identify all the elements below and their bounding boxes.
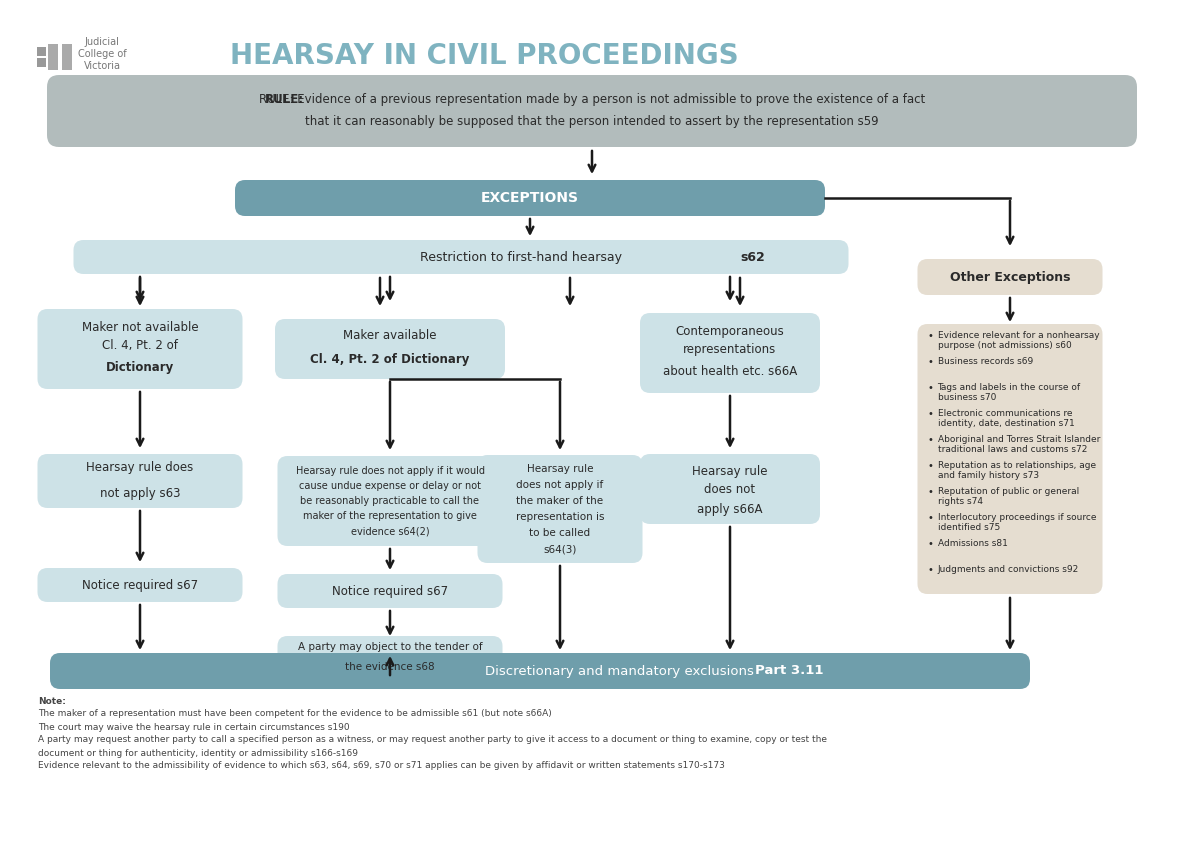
FancyBboxPatch shape bbox=[277, 636, 503, 678]
Text: apply s66A: apply s66A bbox=[697, 503, 763, 515]
Text: Admissions s81: Admissions s81 bbox=[937, 539, 1007, 548]
Bar bbox=[62, 44, 72, 70]
Text: Notice required s67: Notice required s67 bbox=[332, 584, 448, 598]
FancyBboxPatch shape bbox=[73, 240, 848, 274]
Text: Business records s69: Business records s69 bbox=[937, 357, 1033, 366]
Text: Judgments and convictions s92: Judgments and convictions s92 bbox=[937, 565, 1079, 574]
FancyBboxPatch shape bbox=[37, 568, 242, 602]
Text: Contemporaneous: Contemporaneous bbox=[676, 324, 785, 338]
Text: •: • bbox=[928, 331, 934, 341]
Text: •: • bbox=[928, 409, 934, 419]
Text: Electronic communications re
identity, date, destination s71: Electronic communications re identity, d… bbox=[937, 409, 1074, 429]
Text: Tags and labels in the course of
business s70: Tags and labels in the course of busines… bbox=[937, 383, 1081, 402]
Text: maker of the representation to give: maker of the representation to give bbox=[304, 511, 476, 521]
Text: Discretionary and mandatory exclusions: Discretionary and mandatory exclusions bbox=[485, 665, 758, 678]
FancyBboxPatch shape bbox=[640, 454, 820, 524]
FancyBboxPatch shape bbox=[918, 259, 1103, 295]
Bar bbox=[37, 47, 46, 56]
Text: be reasonably practicable to call the: be reasonably practicable to call the bbox=[300, 496, 480, 506]
Text: Hearsay rule does: Hearsay rule does bbox=[86, 460, 193, 474]
Text: that it can reasonably be supposed that the person intended to assert by the rep: that it can reasonably be supposed that … bbox=[305, 115, 878, 127]
Text: Dictionary: Dictionary bbox=[106, 361, 174, 374]
Text: •: • bbox=[928, 435, 934, 445]
FancyBboxPatch shape bbox=[275, 319, 505, 379]
Text: RULE: Evidence of a previous representation made by a person is not admissible t: RULE: Evidence of a previous representat… bbox=[259, 93, 925, 105]
FancyBboxPatch shape bbox=[47, 75, 1138, 147]
Text: to be called: to be called bbox=[529, 528, 590, 538]
Text: Notice required s67: Notice required s67 bbox=[82, 578, 198, 592]
FancyBboxPatch shape bbox=[235, 180, 826, 216]
Text: document or thing for authenticity, identity or admissibility s166-s169: document or thing for authenticity, iden… bbox=[38, 749, 358, 757]
Text: about health etc. s66A: about health etc. s66A bbox=[662, 364, 797, 378]
Text: does not: does not bbox=[704, 482, 756, 496]
Bar bbox=[37, 58, 46, 67]
Text: Hearsay rule does not apply if it would: Hearsay rule does not apply if it would bbox=[295, 466, 485, 476]
Text: Interlocutory proceedings if source
identified s75: Interlocutory proceedings if source iden… bbox=[937, 513, 1096, 532]
Text: EXCEPTIONS: EXCEPTIONS bbox=[481, 191, 580, 205]
Text: •: • bbox=[928, 487, 934, 497]
Text: •: • bbox=[928, 461, 934, 471]
Text: •: • bbox=[928, 565, 934, 575]
Text: s64(3): s64(3) bbox=[544, 544, 577, 554]
Text: evidence s64(2): evidence s64(2) bbox=[350, 526, 430, 536]
Text: The court may waive the hearsay rule in certain circumstances s190: The court may waive the hearsay rule in … bbox=[38, 722, 349, 732]
FancyBboxPatch shape bbox=[478, 455, 642, 563]
Text: the evidence s68: the evidence s68 bbox=[346, 662, 434, 672]
Text: •: • bbox=[928, 383, 934, 393]
Bar bbox=[48, 44, 58, 70]
Text: representations: representations bbox=[683, 342, 776, 356]
Text: Maker not available: Maker not available bbox=[82, 321, 198, 334]
Text: Restriction to first-hand hearsay: Restriction to first-hand hearsay bbox=[420, 250, 626, 263]
FancyBboxPatch shape bbox=[640, 313, 820, 393]
Text: s62: s62 bbox=[740, 250, 764, 263]
FancyBboxPatch shape bbox=[37, 309, 242, 389]
Text: RULE:: RULE: bbox=[265, 93, 304, 105]
Text: Cl. 4, Pt. 2 of Dictionary: Cl. 4, Pt. 2 of Dictionary bbox=[311, 352, 469, 366]
Text: not apply s63: not apply s63 bbox=[100, 486, 180, 499]
FancyBboxPatch shape bbox=[277, 456, 503, 546]
Text: •: • bbox=[928, 357, 934, 367]
Text: A party may request another party to call a specified person as a witness, or ma: A party may request another party to cal… bbox=[38, 735, 827, 745]
Text: Part 3.11: Part 3.11 bbox=[755, 665, 823, 678]
Text: •: • bbox=[928, 513, 934, 523]
Text: The maker of a representation must have been competent for the evidence to be ad: The maker of a representation must have … bbox=[38, 710, 552, 718]
Text: the maker of the: the maker of the bbox=[516, 496, 604, 506]
Text: Aboriginal and Torres Strait Islander
traditional laws and customs s72: Aboriginal and Torres Strait Islander tr… bbox=[937, 435, 1100, 454]
Text: Evidence relevant for a nonhearsay
purpose (not admissions) s60: Evidence relevant for a nonhearsay purpo… bbox=[937, 331, 1099, 351]
Text: HEARSAY IN CIVIL PROCEEDINGS: HEARSAY IN CIVIL PROCEEDINGS bbox=[230, 42, 739, 70]
Text: Reputation as to relationships, age
and family history s73: Reputation as to relationships, age and … bbox=[937, 461, 1096, 481]
FancyBboxPatch shape bbox=[918, 324, 1103, 594]
Text: Cl. 4, Pt. 2 of: Cl. 4, Pt. 2 of bbox=[102, 339, 178, 351]
Text: representation is: representation is bbox=[516, 512, 605, 522]
Text: Evidence relevant to the admissibility of evidence to which s63, s64, s69, s70 o: Evidence relevant to the admissibility o… bbox=[38, 762, 725, 771]
Text: cause undue expense or delay or not: cause undue expense or delay or not bbox=[299, 481, 481, 491]
Text: Judicial
College of
Victoria: Judicial College of Victoria bbox=[78, 37, 127, 70]
Text: Hearsay rule: Hearsay rule bbox=[692, 464, 768, 477]
Text: Reputation of public or general
rights s74: Reputation of public or general rights s… bbox=[937, 487, 1079, 506]
Text: does not apply if: does not apply if bbox=[516, 480, 604, 490]
Text: Hearsay rule: Hearsay rule bbox=[527, 464, 593, 474]
FancyBboxPatch shape bbox=[50, 653, 1030, 689]
Text: •: • bbox=[928, 539, 934, 549]
Bar bbox=[48, 58, 58, 67]
Text: Other Exceptions: Other Exceptions bbox=[949, 271, 1070, 284]
Text: A party may object to the tender of: A party may object to the tender of bbox=[298, 642, 482, 652]
Bar bbox=[48, 47, 58, 56]
Text: Note:: Note: bbox=[38, 696, 66, 706]
FancyBboxPatch shape bbox=[277, 574, 503, 608]
Text: Maker available: Maker available bbox=[343, 329, 437, 341]
FancyBboxPatch shape bbox=[37, 454, 242, 508]
